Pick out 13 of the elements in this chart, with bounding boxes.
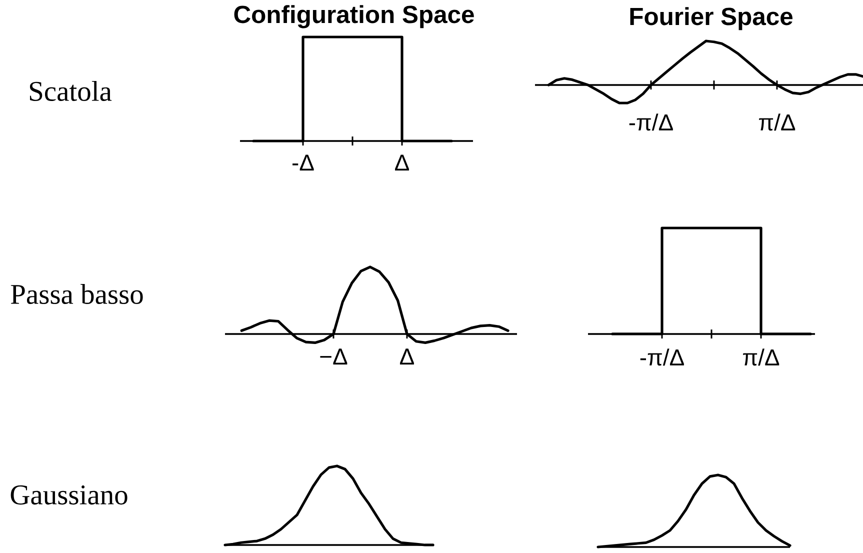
- chart-title: Fourier Space: [630, 7, 792, 30]
- x-tick-label: -π/Δ: [629, 114, 673, 131]
- x-tick-label: π/Δ: [743, 348, 780, 366]
- x-tick-label: -π/Δ: [640, 348, 684, 366]
- x-tick-label: -Δ: [292, 154, 314, 171]
- y-axis-title: Gaussiano: [10, 485, 128, 505]
- chart-title: Configuration Space: [234, 5, 474, 28]
- x-tick-label: Δ: [395, 154, 409, 171]
- y-axis-title: Scatola: [30, 80, 112, 102]
- x-tick-label: −Δ: [320, 348, 348, 365]
- x-tick-label: π/Δ: [759, 114, 796, 131]
- x-tick-label: Δ: [400, 348, 414, 365]
- y-axis-title: Passa basso: [10, 284, 143, 304]
